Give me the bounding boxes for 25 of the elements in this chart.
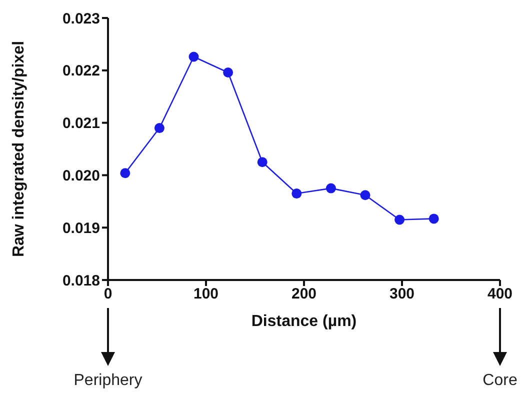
x-tick-label: 400	[487, 286, 513, 303]
point	[326, 183, 336, 194]
point	[428, 214, 439, 224]
y-tick-label: 0.023	[62, 10, 100, 28]
x-tick-label: 0	[104, 286, 112, 303]
point	[223, 67, 234, 78]
point	[120, 168, 130, 178]
y-tick-label: 0.021	[62, 115, 100, 132]
point	[188, 52, 199, 62]
x-axis-title: Distance (µm)	[251, 313, 357, 330]
point	[360, 190, 370, 200]
y-tick-label: 0.018	[62, 272, 100, 290]
text: Core	[482, 372, 518, 390]
y-axis-title: Raw integrated density/pixel	[10, 40, 28, 258]
point	[394, 214, 405, 225]
point	[257, 157, 268, 168]
y-tick-label: 0.022	[62, 62, 100, 80]
point	[154, 123, 164, 134]
y-tick-label: 0.019	[62, 220, 100, 237]
text: Periphery	[74, 372, 142, 390]
point	[292, 188, 302, 199]
x-tick-label: 200	[291, 286, 317, 303]
x-tick-label: 100	[193, 286, 219, 303]
x-tick-label: 300	[389, 286, 415, 303]
y-tick-label: 0.020	[62, 168, 100, 185]
